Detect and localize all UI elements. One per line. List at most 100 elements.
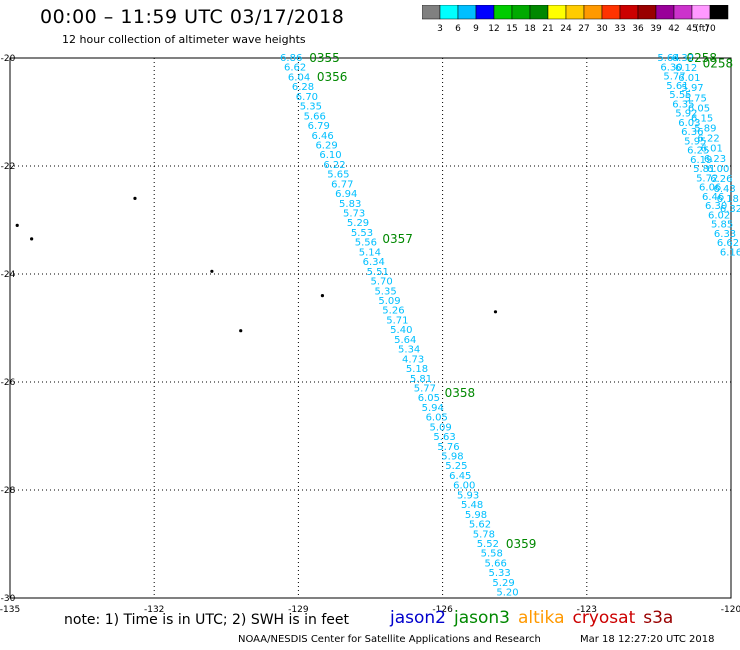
wave-height-label: 5.48: [461, 500, 483, 511]
wave-height-label: 6.62: [284, 63, 306, 74]
map-frame: [9, 57, 732, 599]
wave-height-label: 6.30: [660, 62, 682, 73]
wave-height-label: 5.65: [327, 170, 349, 181]
island-marker: [239, 329, 243, 333]
colorbar-label: 70: [704, 24, 716, 34]
wave-height-label: 5.55: [669, 90, 691, 101]
wave-height-label: 6.03: [678, 118, 700, 129]
wave-height-label: 5.35: [374, 286, 396, 297]
wave-height-label: 5.81: [693, 164, 715, 175]
satellite-altika: altika: [518, 608, 565, 628]
wave-height-label: 6.05: [418, 393, 440, 404]
wave-height-label: 5.78: [473, 529, 495, 540]
wave-height-label: 5.34: [398, 345, 420, 356]
wave-height-label: 5.76: [437, 442, 459, 453]
wave-height-label: 6.05: [426, 413, 448, 424]
time-label: 0355: [309, 51, 340, 65]
y-tick-label: -22: [1, 162, 16, 172]
time-label: 0258: [703, 56, 734, 70]
wave-height-label: 5.95: [684, 136, 706, 147]
wave-height-label: 6.94: [335, 189, 357, 200]
footer-note: note: 1) Time is in UTC; 2) SWH is in fe…: [64, 612, 350, 628]
wave-height-colorbar: 3 6 9 12 15 18 21 24 27 30 33 36 39 42 45 70(ft): [422, 5, 729, 34]
wave-height-label: 4.73: [402, 354, 424, 365]
wave-height-label: 6.01: [678, 73, 700, 84]
island-marker: [320, 294, 325, 298]
wave-height-label: 5.18: [406, 364, 428, 375]
wave-height-label: 6.12: [675, 63, 697, 74]
wave-height-label: 5.73: [343, 209, 365, 220]
generated-timestamp: Mar 18 12:27:20 UTC 2018: [580, 634, 715, 645]
wave-height-label: 6.32: [672, 53, 694, 64]
satellite-cryosat: cryosat: [572, 608, 636, 628]
x-tick-label: -132: [144, 605, 164, 615]
wave-height-label: 5.14: [359, 247, 381, 258]
wave-height-label: 5.72: [696, 173, 718, 184]
satellite-legend: jason2 jason3 altika cryosat s3a: [390, 608, 681, 628]
colorbar-label: 45: [686, 24, 697, 34]
colorbar-label: 18: [524, 24, 536, 34]
x-tick-label: -129: [288, 605, 309, 615]
wave-height-label: 5.64: [394, 335, 416, 346]
wave-height-label: 5.64: [657, 53, 679, 64]
x-tick-label: -123: [577, 605, 597, 615]
wave-height-label: 6.16: [720, 247, 740, 258]
colorbar-swatch: [709, 5, 729, 20]
wave-height-label: 6.04: [288, 72, 310, 83]
colorbar-label: 12: [488, 24, 499, 34]
colorbar-label: (ft): [695, 24, 709, 34]
time-label: 0258: [687, 51, 718, 65]
colorbar-label: 3: [437, 24, 443, 34]
wave-height-label: 5.52: [477, 539, 499, 550]
wave-height-label: 6.26: [710, 174, 732, 185]
wave-height-label: 5.53: [351, 228, 373, 239]
wave-height-label: 5.09: [430, 422, 452, 433]
island-marker: [210, 269, 214, 273]
wave-height-label: 5.93: [457, 490, 479, 501]
wave-height-label: 6.01: [701, 144, 723, 155]
time-label: 0358: [445, 386, 476, 400]
wave-height-label: 6.36: [681, 127, 703, 138]
wave-height-label: 5.85: [711, 220, 733, 231]
map-subtitle: 12 hour collection of altimeter wave hei…: [62, 33, 306, 46]
colorbar-label: 39: [650, 24, 662, 34]
y-tick-label: -24: [1, 270, 16, 280]
island-marker: [15, 223, 19, 227]
time-label: 0356: [317, 70, 348, 84]
wave-height-label: 5.98: [441, 452, 463, 463]
colorbar-label: 6: [455, 24, 461, 34]
satellite-jason2: jason2: [390, 608, 446, 628]
wave-height-label: 6.00: [707, 164, 729, 175]
wave-height-label: 6.86: [280, 53, 302, 64]
wave-height-label: 6.33: [714, 229, 736, 240]
wave-height-label: 6.70: [296, 92, 318, 103]
x-tick-label: -135: [0, 605, 20, 615]
wave-height-label: 5.40: [390, 325, 412, 336]
colorbar-label: 42: [668, 24, 679, 34]
wave-height-label: 5.92: [675, 109, 697, 120]
wave-height-label: 6.05: [688, 103, 710, 114]
satellite-s3a: s3a: [643, 608, 674, 628]
wave-height-label: 5.97: [681, 83, 703, 94]
wave-height-label: 6.62: [717, 238, 739, 249]
wave-height-label: 6.79: [308, 121, 330, 132]
credit-line: NOAA/NESDIS Center for Satellite Applica…: [238, 634, 541, 645]
island-marker: [133, 196, 137, 200]
wave-height-label: 6.06: [699, 183, 721, 194]
island-marker: [30, 237, 34, 241]
wave-height-label: 5.66: [304, 111, 326, 122]
y-tick-label: -20: [1, 54, 16, 64]
wave-height-label: 6.46: [702, 192, 724, 203]
wave-height-label: 5.51: [367, 267, 389, 278]
wave-height-label: 6.15: [691, 113, 713, 124]
wave-height-label: 6.19: [690, 155, 712, 166]
colorbar-label: 36: [632, 24, 644, 34]
wave-height-label: 5.81: [410, 374, 432, 385]
wave-height-label: 5.09: [378, 296, 400, 307]
island-marker: [493, 310, 498, 314]
y-tick-label: -26: [1, 378, 16, 388]
wave-height-label: 5.77: [663, 72, 685, 83]
wave-height-label: 6.43: [713, 184, 735, 195]
wave-height-label: 6.46: [312, 131, 334, 142]
